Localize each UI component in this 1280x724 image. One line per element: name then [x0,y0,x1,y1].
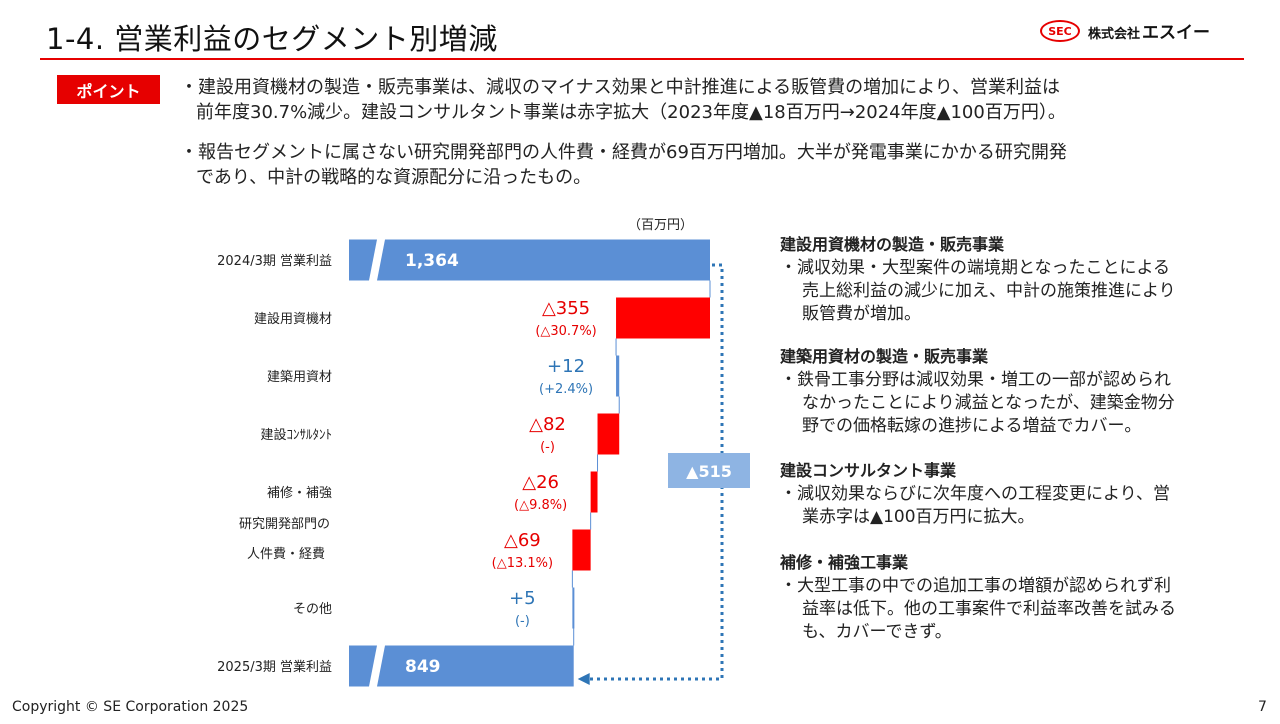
company-logo-name: 株式会社 エスイー [1088,18,1210,43]
note-4-line-2: 益率は低下。他の工事案件で利益率改善を試みる [802,599,1176,619]
start-total-bar [377,239,710,281]
page-title: 1-4. 営業利益のセグメント別増減 [46,22,498,56]
category-label-line-1: 研究開発部門の [239,517,330,532]
step-bar [590,471,598,513]
company-name: エスイー [1142,23,1211,43]
point-bullet-2: ・報告セグメントに属さない研究開発部門の人件費・経費が69百万円増加。大半が発電… [180,140,1067,190]
copyright: Copyright © SE Corporation 2025 [12,699,249,715]
note-4-line-1: ・大型工事の中での追加工事の増額が認められず利 [780,576,1171,596]
step-value-label: +12 [547,356,585,377]
company-logo-mark: SEC [1040,20,1080,42]
step-percent-label: (-) [515,614,530,629]
step-percent-label: (-) [540,440,555,455]
chart-unit-label: （百万円） [628,218,694,233]
total-change-box [668,453,750,488]
waterfall-chart: 2024/3期 営業利益 1,364 建設用資機材 △355 (△30.7%) 建築用資材… [217,239,750,687]
note-2-line-1: ・鉄骨工事分野は減収効果・増工の一部が認められ [780,370,1171,390]
category-label-line-2: 人件費・経費 [247,547,325,562]
step-bar [572,529,591,571]
note-1-heading: 建設用資機材の製造・販売事業 [780,235,1005,254]
note-block-3: 建設コンサルタント事業 ・減収効果ならびに次年度への工程変更により、営 業赤字は… [780,459,1170,529]
step-bar [616,297,710,339]
step-bar [572,587,575,629]
point-bullet-1: ・建設用資機材の製造・販売事業は、減収のマイナス効果と中計推進による販管費の増加… [180,75,1066,125]
total-value-label: 1,364 [405,251,459,271]
note-1-line-1: ・減収効果・大型案件の端境期となったことによる [780,258,1170,278]
step-value-label: +5 [509,588,536,609]
note-block-2: 建築用資材の製造・販売事業 ・鉄骨工事分野は減収効果・増工の一部が認められ なか… [780,345,1175,438]
step-value-label: △26 [522,472,559,493]
note-1-line-2: 売上総利益の減少に加え、中計の施策推進により [802,281,1176,301]
note-2-line-2: なかったことにより減益となったが、建築金物分 [802,393,1175,413]
note-4-heading: 補修・補強工事業 [780,553,909,572]
note-block-4: 補修・補強工事業 ・大型工事の中での追加工事の増額が認められず利 益率は低下。他… [780,551,1176,644]
company-prefix: 株式会社 [1088,27,1141,42]
step-percent-label: (+2.4%) [539,382,593,397]
category-label: 建設ｺﾝｻﾙﾀﾝﾄ [260,427,332,443]
category-label: 2024/3期 営業利益 [217,253,332,269]
total-change-label: ▲515 [686,462,732,481]
note-2-line-3: 野での価格転嫁の進捗による増益でカバー。 [802,416,1142,436]
point-bullet-1-line-2: 前年度30.7%減少。建設コンサルタント事業は赤字拡大（2023年度▲18百万円… [196,102,1066,123]
category-label: その他 [293,602,332,617]
note-block-1: 建設用資機材の製造・販売事業 ・減収効果・大型案件の端境期となったことによる 売… [780,233,1176,326]
category-label: 建築用資材 [267,370,332,385]
note-3-line-2: 業赤字は▲100百万円に拡大。 [802,507,1035,527]
total-bar-stub [349,239,377,281]
point-bullet-2-line-1: ・報告セグメントに属さない研究開発部門の人件費・経費が69百万円増加。大半が発電… [180,142,1067,163]
total-bar-stub [349,645,377,687]
category-label: 建設用資機材 [254,311,332,327]
note-3-line-1: ・減収効果ならびに次年度への工程変更により、営 [780,484,1170,504]
step-bar [597,413,620,455]
category-label: 2025/3期 営業利益 [217,659,332,675]
page-number: 7 [1258,699,1267,715]
bracket-arrow-head [577,673,590,685]
step-value-label: △82 [529,414,566,435]
step-percent-label: (△30.7%) [535,324,596,339]
point-bullet-2-line-2: であり、中計の戦略的な資源配分に沿ったもの。 [196,167,592,188]
total-value-label: 849 [405,657,441,677]
note-1-line-3: 販管費が増加。 [802,304,921,324]
note-4-line-3: も、カバーできず。 [802,622,952,642]
end-total-bar [377,645,574,687]
point-badge: ポイント [57,75,160,104]
step-value-label: △69 [504,530,541,551]
note-3-heading: 建設コンサルタント事業 [780,461,957,480]
step-value-label: △355 [542,298,590,319]
step-bar [616,355,620,397]
note-2-heading: 建築用資材の製造・販売事業 [780,347,989,366]
step-percent-label: (△9.8%) [514,498,567,513]
step-percent-label: (△13.1%) [492,556,553,571]
point-bullet-1-line-1: ・建設用資機材の製造・販売事業は、減収のマイナス効果と中計推進による販管費の増加… [180,77,1061,98]
title-divider [40,58,1244,60]
category-label: 補修・補強 [267,486,332,501]
